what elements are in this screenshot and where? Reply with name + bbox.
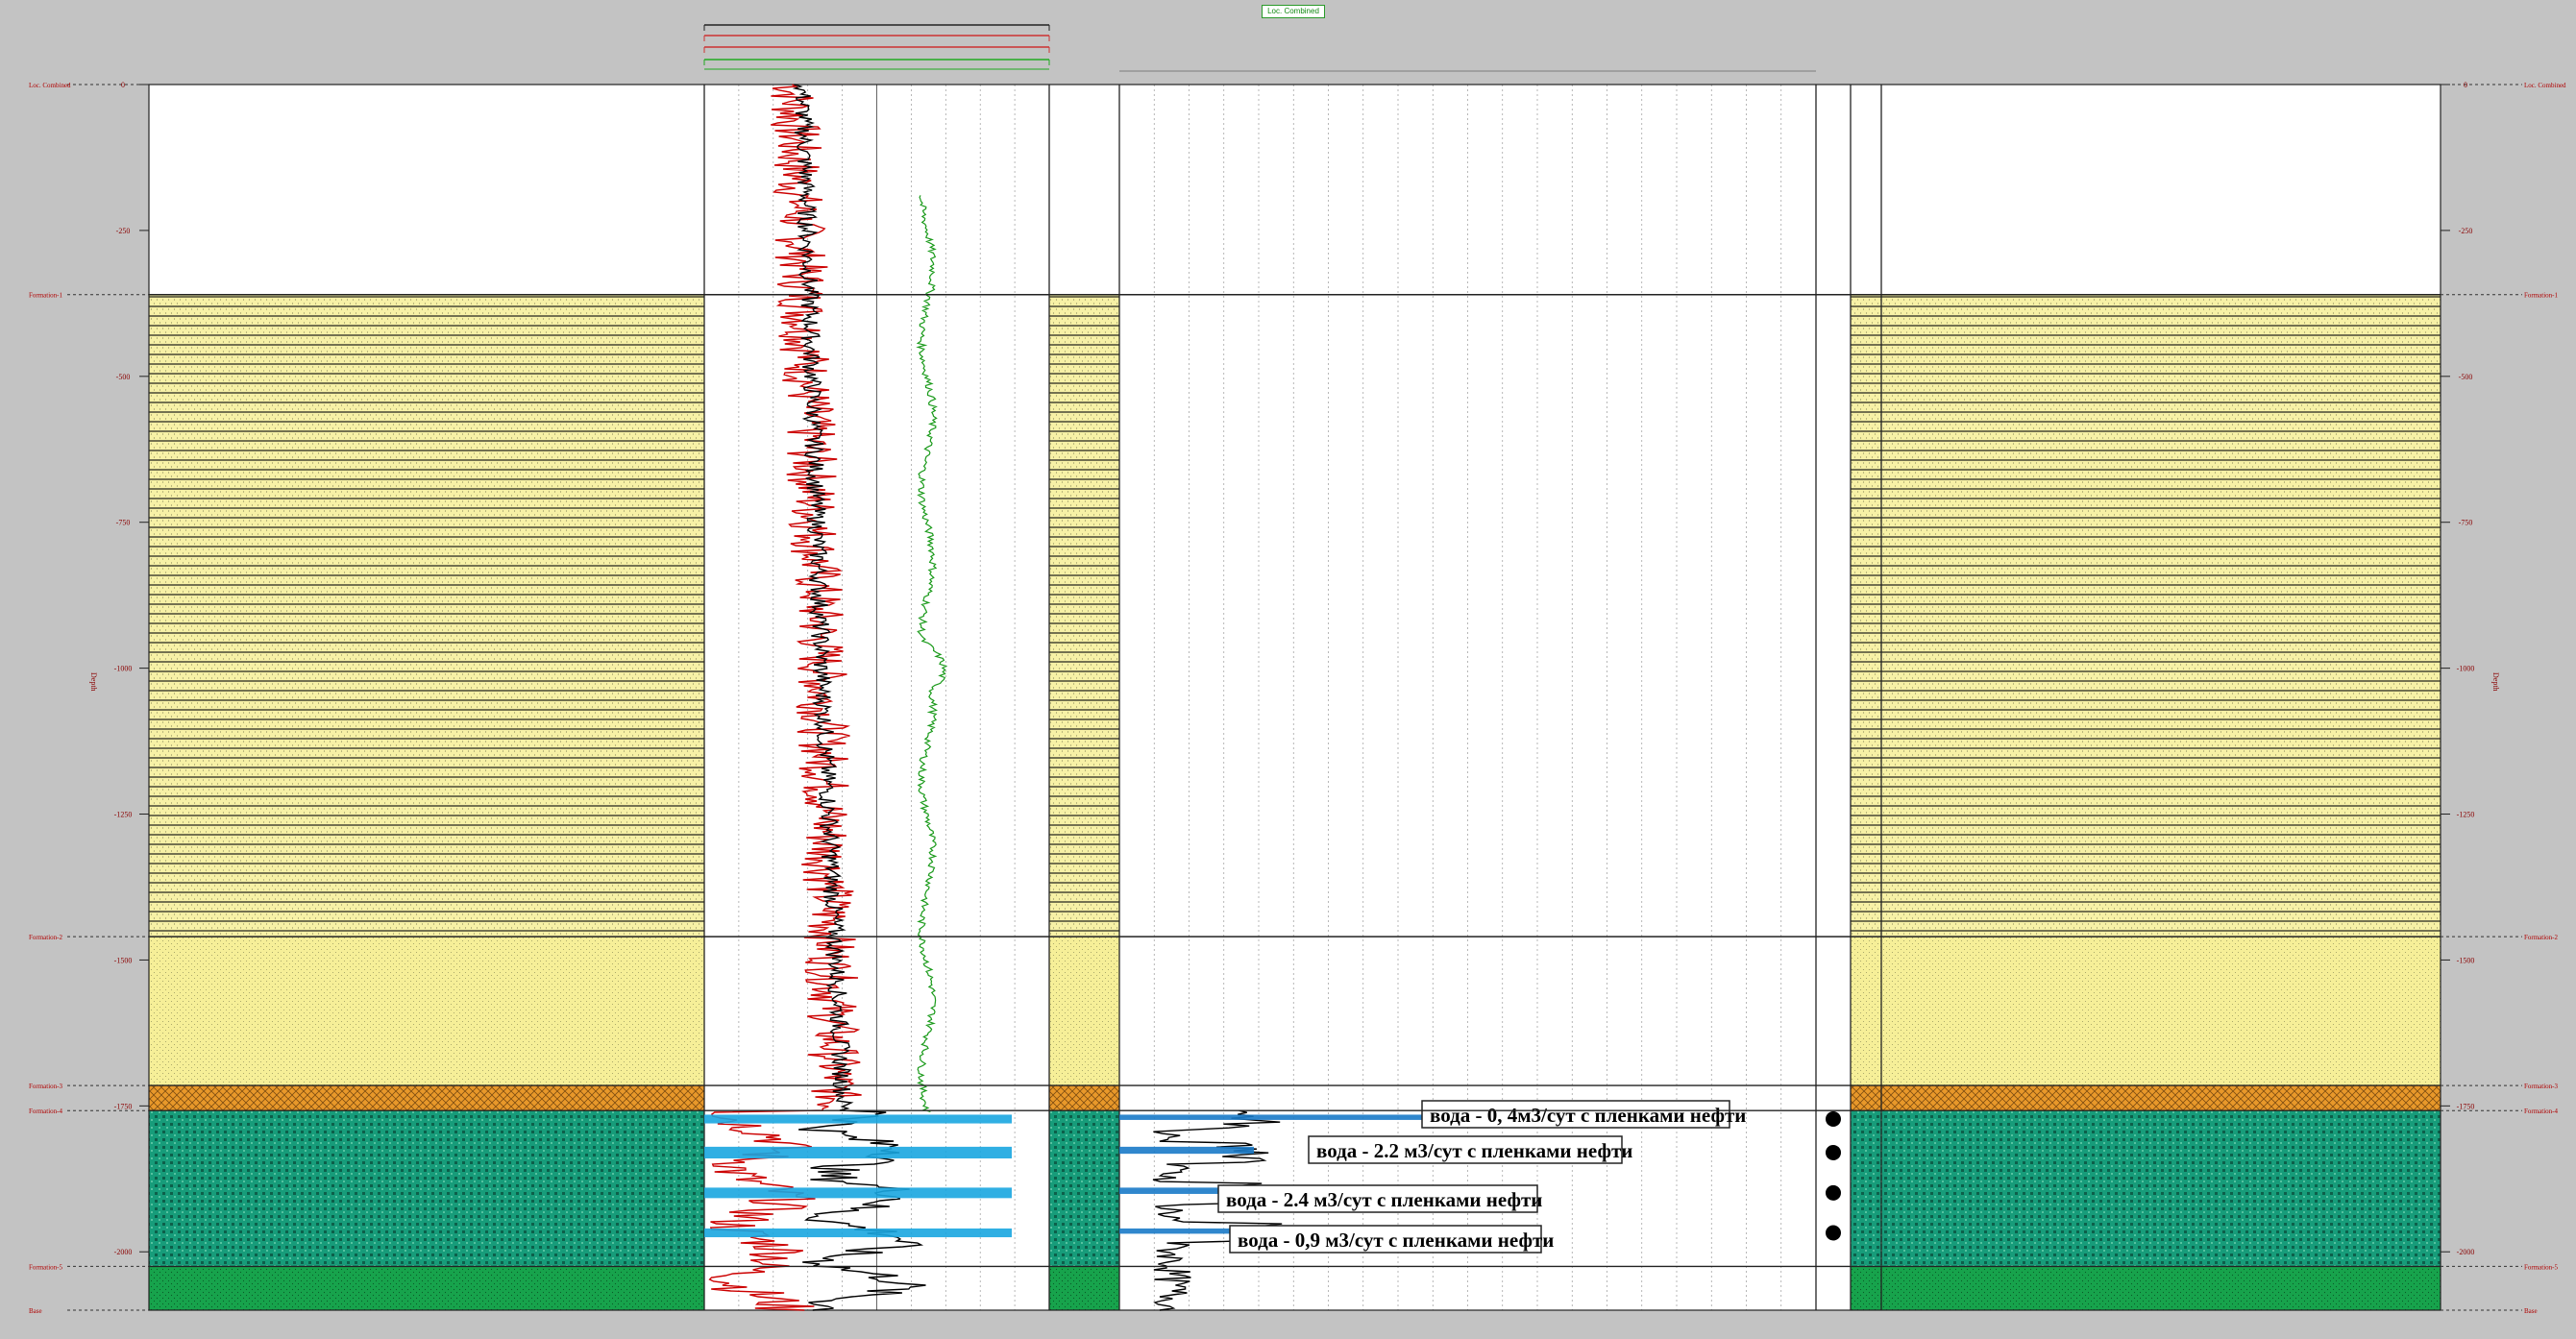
zone-5-col-0 xyxy=(149,1266,704,1310)
depth-tick-label-left-5: -1250 xyxy=(114,811,133,819)
perforation-bar-3 xyxy=(704,1228,1012,1238)
curve-1 xyxy=(792,84,926,1311)
depth-tick-label-right-6: -1500 xyxy=(2457,956,2475,964)
depth-tick-label-right-3: -750 xyxy=(2459,519,2473,527)
curve-0 xyxy=(708,84,862,1311)
perforation-label-1: вода - 2.2 м3/сут с пленками нефти xyxy=(1316,1139,1632,1162)
zone-4-col-0 xyxy=(149,1110,704,1267)
perforation-label-box-3 xyxy=(1229,1225,1542,1254)
depth-tick-label-left-4: -1000 xyxy=(114,665,133,673)
depth-tick-label-left-8: -2000 xyxy=(114,1248,133,1256)
formation-top-label-left-5: Formation-5 xyxy=(29,1263,62,1271)
perforation-label-box-0 xyxy=(1421,1100,1730,1129)
formation-top-label-right-4: Formation-4 xyxy=(2524,1108,2558,1115)
formation-top-label-right-2: Formation-2 xyxy=(2524,934,2558,941)
perforation-rate-bar-0 xyxy=(1119,1114,1638,1120)
plot-frame xyxy=(148,84,2441,1311)
depth-axis-label-left: Depth xyxy=(89,672,98,692)
curve-3 xyxy=(1152,1109,1283,1311)
formation-top-label-left-3: Formation-3 xyxy=(29,1083,62,1090)
curve-2 xyxy=(916,195,948,1112)
perforation-rate-bar-2 xyxy=(1119,1187,1254,1194)
perforation-marker-1 xyxy=(1826,1144,1841,1160)
perforation-label-2: вода - 2.4 м3/сут с пленками нефти xyxy=(1226,1188,1542,1211)
formation-top-label-right-3: Formation-3 xyxy=(2524,1083,2558,1090)
zone-2-col-0 xyxy=(149,937,704,1086)
perforation-marker-2 xyxy=(1826,1184,1841,1201)
zone-1-col-2 xyxy=(1851,294,2441,937)
perforation-bar-1 xyxy=(704,1146,1012,1159)
depth-tick-label-left-3: -750 xyxy=(116,519,131,527)
title-badge: Loc. Combined xyxy=(1262,5,1325,18)
perforation-marker-3 xyxy=(1826,1225,1841,1241)
depth-tick-label-right-0: 0 xyxy=(2464,81,2467,89)
formation-top-label-right-6: Base xyxy=(2524,1307,2538,1315)
zone-4-col-1 xyxy=(1049,1110,1119,1267)
formation-top-label-left-0: Loc. Combined xyxy=(29,82,71,89)
depth-tick-label-left-2: -500 xyxy=(116,373,131,381)
formation-top-label-right-1: Formation-1 xyxy=(2524,292,2558,300)
zone-5-col-2 xyxy=(1851,1266,2441,1310)
formation-top-label-right-0: Loc. Combined xyxy=(2524,82,2566,89)
zone-2-col-1 xyxy=(1049,937,1119,1086)
depth-tick-label-left-1: -250 xyxy=(116,227,131,235)
perforation-label-box-1 xyxy=(1308,1135,1623,1164)
zone-3-col-0 xyxy=(149,1085,704,1111)
perforation-bar-0 xyxy=(704,1114,1012,1124)
depth-tick-label-right-1: -250 xyxy=(2459,227,2473,235)
depth-tick-label-right-7: -1750 xyxy=(2457,1102,2475,1110)
depth-tick-label-left-0: 0 xyxy=(121,81,125,89)
formation-top-label-left-1: Formation-1 xyxy=(29,292,62,300)
formation-top-label-left-2: Formation-2 xyxy=(29,934,62,941)
zone-4-col-2 xyxy=(1851,1110,2441,1267)
depth-tick-label-right-8: -2000 xyxy=(2457,1248,2475,1256)
depth-axis-label-right: Depth xyxy=(2491,672,2500,692)
perforation-rate-bar-1 xyxy=(1119,1146,1254,1155)
formation-top-label-left-4: Formation-4 xyxy=(29,1108,62,1115)
zone-1-col-1 xyxy=(1049,294,1119,937)
perforation-label-box-2 xyxy=(1217,1184,1538,1213)
perforation-marker-0 xyxy=(1826,1111,1841,1128)
depth-tick-label-left-6: -1500 xyxy=(114,956,133,964)
perforation-label-3: вода - 0,9 м3/сут с пленками нефти xyxy=(1238,1229,1554,1252)
depth-tick-label-right-4: -1000 xyxy=(2457,665,2475,673)
depth-tick-label-right-2: -500 xyxy=(2459,373,2473,381)
zone-2-col-2 xyxy=(1851,937,2441,1086)
formation-top-label-left-6: Base xyxy=(29,1307,42,1315)
perforation-label-0: вода - 0, 4м3/сут с пленками нефти xyxy=(1430,1104,1746,1127)
zone-1-col-0 xyxy=(149,294,704,937)
zone-5-col-1 xyxy=(1049,1266,1119,1310)
perforation-bar-2 xyxy=(704,1187,1012,1199)
zone-3-col-1 xyxy=(1049,1085,1119,1111)
formation-top-label-right-5: Formation-5 xyxy=(2524,1263,2558,1271)
depth-tick-label-right-5: -1250 xyxy=(2457,811,2475,819)
depth-tick-label-left-7: -1750 xyxy=(114,1102,133,1110)
perforation-rate-bar-3 xyxy=(1119,1228,1254,1234)
zone-3-col-2 xyxy=(1851,1085,2441,1111)
